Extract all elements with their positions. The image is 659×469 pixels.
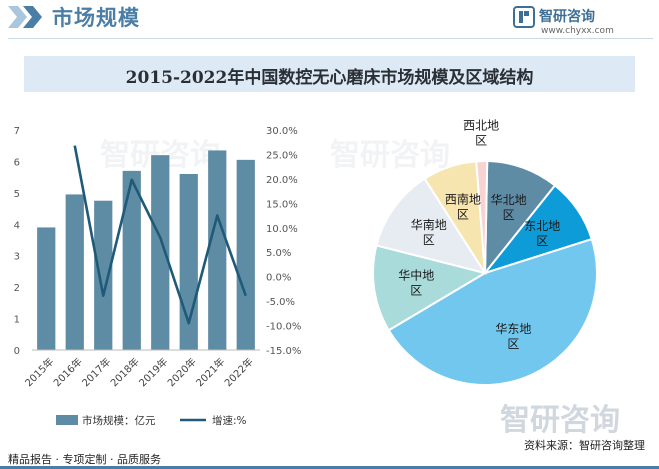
pie-label-line: 区 [457, 208, 469, 222]
bar [151, 155, 170, 350]
y2-tick-label: 0.0% [266, 273, 291, 284]
y2-tick-label: 20.0% [266, 175, 298, 186]
legend-swatch-bars [56, 415, 78, 425]
pie-slice [387, 237, 598, 386]
bar [65, 194, 84, 350]
brand-name: 智研咨询 [539, 9, 595, 25]
pie-label-line: 华中地 [398, 267, 434, 282]
x-tick-label: 2021年 [193, 355, 227, 389]
pie-slice [483, 160, 557, 276]
y2-tick-label: -5.0% [266, 297, 295, 308]
y-tick-label: 1 [14, 315, 20, 326]
y-tick-label: 2 [14, 283, 20, 294]
pie-label-line: 东北地 [524, 219, 560, 233]
y2-tick-label: -15.0% [266, 346, 301, 357]
y-tick-label: 4 [14, 220, 20, 231]
brand-logo: 智研咨询 www.chyxx.com [513, 6, 643, 42]
pie-label-line: 区 [536, 234, 548, 248]
brand-url: www.chyxx.com [541, 26, 614, 36]
page-header: 市场规模 智研咨询 www.chyxx.com [0, 0, 659, 39]
chart-title-bar: 2015-2022年中国数控无心磨床市场规模及区域结构 [24, 56, 635, 92]
y2-tick-label: -10.0% [266, 322, 301, 333]
bar [208, 150, 227, 350]
footer-slogan: 精品报告 · 专项定制 · 品质服务 [8, 453, 161, 466]
bar [37, 227, 56, 350]
x-tick-label: 2020年 [165, 355, 199, 389]
pie-slice [475, 160, 489, 274]
y2-tick-label: 10.0% [266, 224, 298, 235]
x-tick-label: 2019年 [136, 355, 170, 389]
footer-divider [0, 466, 659, 469]
y-tick-label: 7 [14, 126, 20, 137]
y2-tick-label: 15.0% [266, 199, 298, 210]
pie-label-line: 区 [507, 337, 519, 351]
y-tick-label: 0 [14, 346, 20, 357]
y2-tick-label: 5.0% [266, 248, 291, 259]
pie-label-line: 西北地 [463, 119, 499, 133]
section-title: 市场规模 [52, 6, 140, 30]
header-divider [8, 38, 653, 39]
pie-label-line: 区 [410, 283, 422, 297]
pie-label-line: 区 [503, 208, 515, 222]
x-tick-label: 2015年 [22, 355, 56, 389]
brand-icon [513, 6, 535, 28]
x-tick-label: 2022年 [222, 355, 256, 389]
y2-tick-label: 30.0% [266, 126, 298, 137]
x-tick-label: 2016年 [51, 355, 85, 389]
pie-label-line: 西南地 [445, 192, 481, 207]
pie-label-line: 华东地 [495, 322, 531, 336]
y2-tick-label: 25.0% [266, 150, 298, 161]
bar [122, 170, 141, 350]
pie-slice [375, 177, 488, 275]
watermark-text: 智研咨询 [500, 403, 620, 438]
chart-title: 2015-2022年中国数控无心磨床市场规模及区域结构 [125, 68, 534, 88]
chevron-icon [8, 6, 42, 28]
pie-label-line: 区 [423, 233, 435, 247]
pie-label-line: 华南地 [411, 217, 447, 232]
pie-label-line: 区 [475, 134, 487, 148]
pie-label-line: 华北地 [491, 193, 527, 207]
watermark-text: 智研咨询 [330, 138, 450, 173]
x-tick-label: 2018年 [108, 355, 142, 389]
legend-label-bars: 市场规模：亿元 [82, 414, 156, 427]
bar [94, 200, 113, 350]
legend-label-line: 增速:% [212, 414, 247, 427]
y-tick-label: 5 [14, 189, 20, 200]
bar [236, 159, 255, 350]
source-note: 资料来源：智研咨询整理 [524, 439, 645, 452]
y-tick-label: 3 [14, 252, 20, 263]
y-tick-label: 6 [14, 157, 20, 168]
x-tick-label: 2017年 [79, 355, 113, 389]
